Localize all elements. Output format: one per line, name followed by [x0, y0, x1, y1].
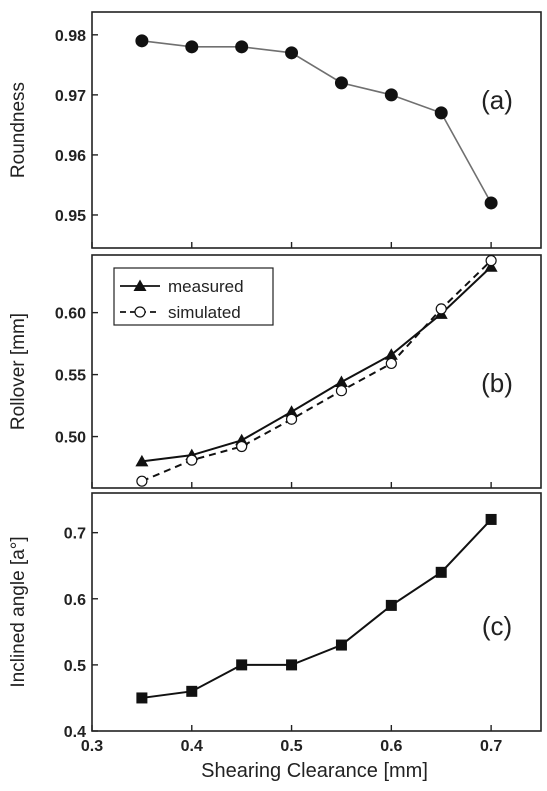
- data-point: [136, 475, 148, 487]
- data-point: [334, 375, 348, 388]
- y-tick-label: 0.55: [55, 368, 86, 385]
- data-point: [484, 196, 498, 210]
- data-point: [285, 405, 299, 417]
- data-point: [435, 303, 447, 315]
- data-point: [136, 692, 148, 704]
- x-tick-label: 0.6: [380, 738, 402, 755]
- panel-tag: (c): [482, 611, 512, 641]
- data-point: [135, 34, 149, 48]
- data-point: [285, 413, 298, 425]
- y-axis-label: Roundness: [8, 82, 29, 178]
- data-point: [485, 254, 497, 267]
- x-tick-label: 0.3: [81, 738, 103, 755]
- data-point: [236, 659, 248, 671]
- data-point: [335, 639, 347, 651]
- panel-tag: (a): [481, 85, 513, 115]
- legend: measured simulated: [113, 267, 274, 326]
- panel-tag: (b): [481, 368, 513, 398]
- data-point: [485, 513, 497, 525]
- x-tick-label: 0.5: [280, 738, 302, 755]
- y-tick-label: 0.5: [64, 658, 86, 675]
- x-tick-label: 0.4: [181, 738, 203, 755]
- legend-marker: [133, 279, 147, 291]
- series-line: [141, 259, 492, 483]
- legend-item-measured: measured: [120, 277, 244, 296]
- y-tick-label: 0.97: [55, 88, 86, 105]
- data-point: [285, 46, 299, 60]
- legend-item-simulated: simulated: [120, 303, 241, 322]
- plot-frame: [91, 11, 542, 249]
- y-tick-label: 0.7: [64, 526, 86, 543]
- data-point: [334, 76, 348, 90]
- series-line: [141, 40, 492, 204]
- data-point: [435, 566, 447, 578]
- data-point: [286, 659, 298, 671]
- series-0: [135, 34, 498, 210]
- data-point: [236, 440, 248, 453]
- panel-1: 0.50 0.55 0.60 Rollover [mm] (b) measured simu…: [8, 254, 542, 489]
- y-tick-label: 0.95: [55, 208, 86, 225]
- data-point: [235, 40, 249, 54]
- series-0: [136, 513, 497, 704]
- data-point: [384, 88, 398, 102]
- data-point: [384, 348, 398, 360]
- y-tick-label: 0.98: [55, 28, 86, 45]
- plot-frame: [91, 492, 542, 732]
- data-point: [185, 40, 199, 54]
- data-point: [186, 454, 198, 466]
- legend-marker: [134, 306, 146, 318]
- y-tick-label: 0.60: [55, 306, 86, 323]
- panel-0: 0.95 0.96 0.97 0.98 Roundness (a): [8, 11, 542, 249]
- plot-frame: [91, 254, 542, 489]
- x-axis-label: Shearing Clearance [mm]: [201, 760, 428, 782]
- y-axis-label: Rollover [mm]: [8, 313, 29, 430]
- data-point: [186, 685, 198, 697]
- legend-label: measured: [168, 277, 244, 296]
- legend-label: simulated: [168, 303, 241, 322]
- series-line: [141, 518, 492, 699]
- y-tick-label: 0.6: [64, 592, 86, 609]
- y-tick-label: 0.4: [64, 724, 86, 741]
- data-point: [135, 454, 149, 467]
- y-tick-label: 0.96: [55, 148, 86, 165]
- data-point: [385, 599, 397, 611]
- series-line: [141, 266, 492, 463]
- x-tick-label: 0.7: [480, 738, 502, 755]
- y-tick-label: 0.50: [55, 430, 86, 447]
- data-point: [385, 357, 397, 370]
- data-point: [434, 106, 448, 120]
- y-axis-label: Inclined angle [a°]: [8, 536, 29, 687]
- data-point: [335, 385, 348, 397]
- series-simulated: [136, 254, 497, 487]
